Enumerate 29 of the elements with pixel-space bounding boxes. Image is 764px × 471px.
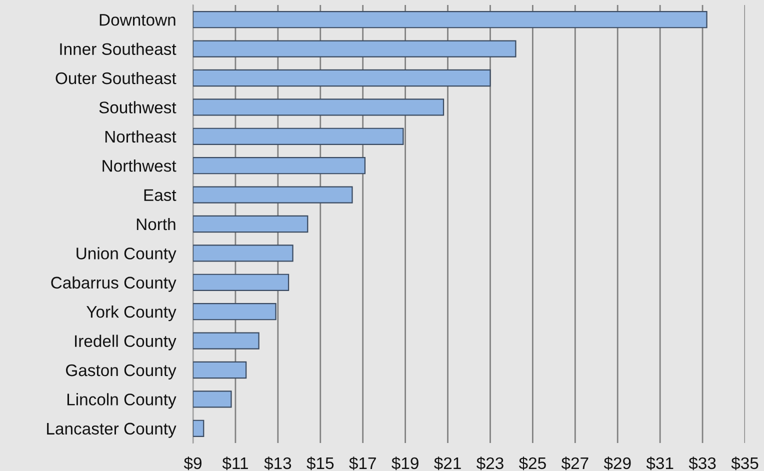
x-tick-label: $21 [434,456,461,470]
x-tick-label: $27 [561,456,588,470]
y-tick-label: Lincoln County [67,393,176,409]
y-tick-label: Southwest [99,101,176,114]
y-tick-label: Inner Southeast [60,42,176,56]
x-tick-label: $17 [349,456,376,470]
y-tick-label: Gaston County [66,364,176,380]
y-tick-label: Northwest [102,160,176,172]
x-tick-label: $31 [646,456,674,470]
x-tick-label: $15 [306,456,334,470]
y-tick-label: Union County [76,247,176,263]
y-tick-label: Downtown [100,14,176,26]
y-tick-label: North [136,218,176,230]
y-tick-label: York County [86,306,176,322]
y-tick-label: Outer Southeast [56,72,176,84]
y-tick-label: Lancaster County [47,422,176,438]
x-tick-label: $13 [264,456,292,470]
y-tick-label: Iredell County [75,334,176,350]
x-tick-label: $19 [392,456,418,470]
x-tick-label: $33 [688,456,716,470]
x-tick-label: $9 [184,456,202,470]
x-tick-label: $35 [731,456,758,470]
x-tick-label: $23 [476,456,504,470]
y-tick-label: East [144,189,176,202]
x-tick-label: $25 [518,456,546,470]
y-tick-label: Cabarrus County [51,276,176,292]
y-tick-label: Northeast [105,130,176,143]
x-tick-label: $11 [222,456,248,470]
x-tick-label: $29 [604,456,631,470]
